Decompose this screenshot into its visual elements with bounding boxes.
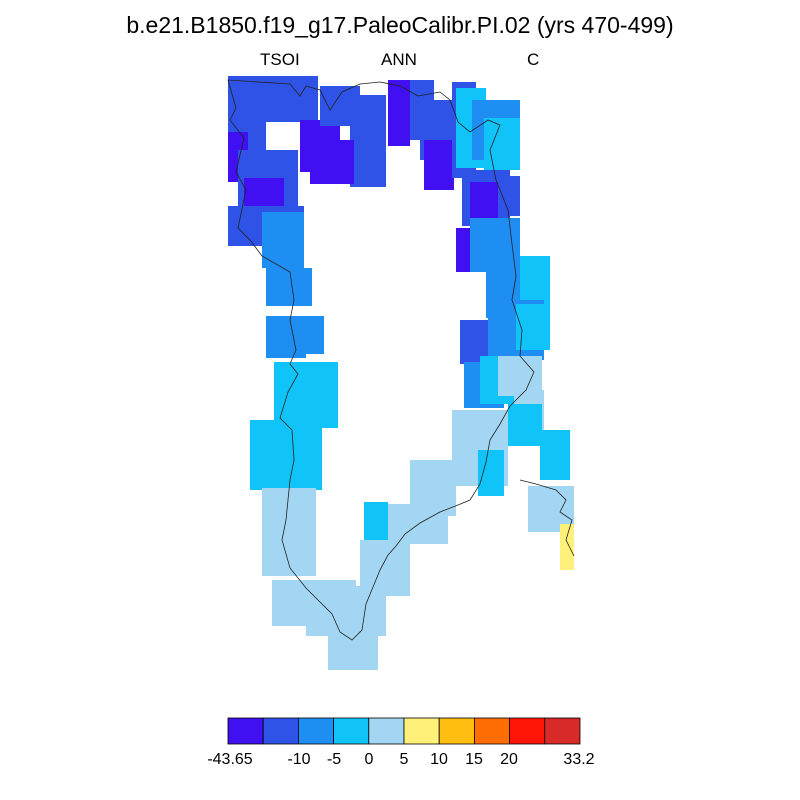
coastline-south [519, 479, 575, 557]
greenland-soil-temperature-map [227, 76, 575, 670]
grid-cell [478, 450, 504, 496]
grid-cell [424, 140, 454, 190]
grid-cell [388, 80, 410, 146]
colorbar-tick-label: 5 [399, 751, 409, 768]
grid-cell [250, 420, 322, 490]
grid-cell [508, 404, 542, 446]
grid-cell [560, 524, 574, 570]
colorbar-box [262, 717, 299, 745]
grid-cell [498, 356, 542, 396]
colorbar-tick-label: 10 [430, 751, 448, 768]
grid-cell [470, 182, 498, 222]
grid-cell [484, 118, 520, 170]
units-label: C [527, 50, 540, 69]
colorbar-box [368, 717, 405, 745]
grid-cell [262, 212, 304, 268]
colorbar-box [403, 717, 440, 745]
colorbar-tick-label: 33.2 [563, 751, 595, 768]
coastline [227, 79, 535, 641]
colorbar-tick-label: -43.65 [207, 751, 253, 768]
colorbar-box [509, 717, 546, 745]
colorbar-box [544, 717, 581, 745]
colorbar-box [297, 717, 334, 745]
colorbar-box [333, 717, 370, 745]
grid-cell [498, 176, 520, 216]
colorbar-tick-label: 20 [500, 751, 518, 768]
period-label: ANN [381, 50, 417, 69]
grid-cell [310, 140, 354, 184]
grid-cell [328, 604, 378, 670]
grid-cell [266, 354, 306, 358]
grid-cell [266, 316, 324, 354]
colorbar-box [227, 717, 264, 745]
grid-cell [350, 95, 386, 187]
colorbar-box [438, 717, 475, 745]
grid-cell [364, 502, 388, 546]
colorbar-tick-label: -5 [326, 751, 342, 768]
grid-cell [380, 580, 410, 596]
map-title: b.e21.B1850.f19_g17.PaleoCalibr.PI.02 (y… [126, 12, 674, 38]
colorbar-tick-label: 0 [364, 751, 374, 768]
grid-cell [266, 268, 312, 306]
grid-cell [520, 256, 550, 304]
grid-cell [516, 304, 550, 350]
colorbar-tick-label: 15 [465, 751, 483, 768]
grid-cell [540, 430, 570, 480]
grid-cell [274, 362, 338, 428]
colorbar-tick-label: -10 [287, 751, 311, 768]
grid-cell [262, 488, 316, 576]
grid-cell [228, 76, 318, 122]
variable-label: TSOI [260, 50, 300, 69]
colorbar-box [473, 717, 510, 745]
